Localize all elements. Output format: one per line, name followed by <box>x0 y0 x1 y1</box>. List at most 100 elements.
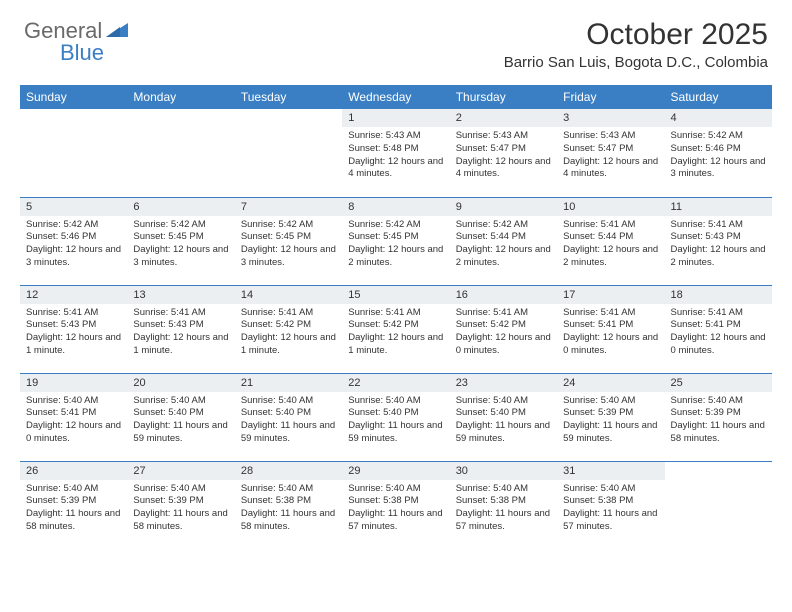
calendar-day-cell: 22Sunrise: 5:40 AMSunset: 5:40 PMDayligh… <box>342 373 449 461</box>
day-detail: Sunrise: 5:40 AMSunset: 5:40 PMDaylight:… <box>235 392 342 450</box>
day-number: 4 <box>665 109 772 127</box>
day-detail: Sunrise: 5:43 AMSunset: 5:48 PMDaylight:… <box>342 127 449 185</box>
calendar-day-cell: 20Sunrise: 5:40 AMSunset: 5:40 PMDayligh… <box>127 373 234 461</box>
weekday-header: Wednesday <box>342 85 449 109</box>
weekday-header: Tuesday <box>235 85 342 109</box>
calendar-day-cell: 6Sunrise: 5:42 AMSunset: 5:45 PMDaylight… <box>127 197 234 285</box>
day-number: 26 <box>20 462 127 480</box>
day-detail: Sunrise: 5:42 AMSunset: 5:46 PMDaylight:… <box>20 216 127 274</box>
calendar-day-cell: 15Sunrise: 5:41 AMSunset: 5:42 PMDayligh… <box>342 285 449 373</box>
weekday-header: Thursday <box>450 85 557 109</box>
calendar-day-cell: 23Sunrise: 5:40 AMSunset: 5:40 PMDayligh… <box>450 373 557 461</box>
day-detail: Sunrise: 5:42 AMSunset: 5:45 PMDaylight:… <box>127 216 234 274</box>
day-detail: Sunrise: 5:40 AMSunset: 5:38 PMDaylight:… <box>450 480 557 538</box>
day-number: 30 <box>450 462 557 480</box>
day-number: 1 <box>342 109 449 127</box>
day-number: 29 <box>342 462 449 480</box>
calendar-week-row: 5Sunrise: 5:42 AMSunset: 5:46 PMDaylight… <box>20 197 772 285</box>
day-number: 8 <box>342 198 449 216</box>
day-number: 23 <box>450 374 557 392</box>
day-detail: Sunrise: 5:41 AMSunset: 5:41 PMDaylight:… <box>665 304 772 362</box>
calendar-day-cell <box>20 109 127 197</box>
day-detail: Sunrise: 5:42 AMSunset: 5:44 PMDaylight:… <box>450 216 557 274</box>
weekday-header: Saturday <box>665 85 772 109</box>
title-block: October 2025 Barrio San Luis, Bogota D.C… <box>504 18 768 71</box>
calendar-day-cell: 19Sunrise: 5:40 AMSunset: 5:41 PMDayligh… <box>20 373 127 461</box>
calendar-day-cell: 9Sunrise: 5:42 AMSunset: 5:44 PMDaylight… <box>450 197 557 285</box>
day-detail: Sunrise: 5:42 AMSunset: 5:45 PMDaylight:… <box>342 216 449 274</box>
calendar-day-cell: 16Sunrise: 5:41 AMSunset: 5:42 PMDayligh… <box>450 285 557 373</box>
calendar-day-cell: 28Sunrise: 5:40 AMSunset: 5:38 PMDayligh… <box>235 461 342 549</box>
calendar-day-cell <box>127 109 234 197</box>
day-detail: Sunrise: 5:41 AMSunset: 5:41 PMDaylight:… <box>557 304 664 362</box>
calendar-day-cell <box>235 109 342 197</box>
day-number: 12 <box>20 286 127 304</box>
calendar-week-row: 26Sunrise: 5:40 AMSunset: 5:39 PMDayligh… <box>20 461 772 549</box>
day-detail: Sunrise: 5:40 AMSunset: 5:41 PMDaylight:… <box>20 392 127 450</box>
calendar-day-cell: 7Sunrise: 5:42 AMSunset: 5:45 PMDaylight… <box>235 197 342 285</box>
day-number: 27 <box>127 462 234 480</box>
day-number: 11 <box>665 198 772 216</box>
day-number: 17 <box>557 286 664 304</box>
calendar-day-cell: 29Sunrise: 5:40 AMSunset: 5:38 PMDayligh… <box>342 461 449 549</box>
day-detail: Sunrise: 5:40 AMSunset: 5:40 PMDaylight:… <box>127 392 234 450</box>
day-number: 10 <box>557 198 664 216</box>
weekday-header: Friday <box>557 85 664 109</box>
calendar-week-row: 12Sunrise: 5:41 AMSunset: 5:43 PMDayligh… <box>20 285 772 373</box>
weekday-header: Monday <box>127 85 234 109</box>
calendar-day-cell: 30Sunrise: 5:40 AMSunset: 5:38 PMDayligh… <box>450 461 557 549</box>
day-number: 5 <box>20 198 127 216</box>
day-number: 22 <box>342 374 449 392</box>
calendar-day-cell: 18Sunrise: 5:41 AMSunset: 5:41 PMDayligh… <box>665 285 772 373</box>
day-detail: Sunrise: 5:40 AMSunset: 5:38 PMDaylight:… <box>342 480 449 538</box>
day-number: 14 <box>235 286 342 304</box>
weekday-header: Sunday <box>20 85 127 109</box>
day-number: 13 <box>127 286 234 304</box>
day-number: 24 <box>557 374 664 392</box>
day-detail: Sunrise: 5:41 AMSunset: 5:43 PMDaylight:… <box>665 216 772 274</box>
calendar-day-cell: 5Sunrise: 5:42 AMSunset: 5:46 PMDaylight… <box>20 197 127 285</box>
day-number: 3 <box>557 109 664 127</box>
day-detail: Sunrise: 5:43 AMSunset: 5:47 PMDaylight:… <box>557 127 664 185</box>
location-text: Barrio San Luis, Bogota D.C., Colombia <box>504 54 768 71</box>
calendar-day-cell <box>665 461 772 549</box>
day-number: 2 <box>450 109 557 127</box>
calendar-day-cell: 2Sunrise: 5:43 AMSunset: 5:47 PMDaylight… <box>450 109 557 197</box>
calendar-day-cell: 10Sunrise: 5:41 AMSunset: 5:44 PMDayligh… <box>557 197 664 285</box>
day-detail: Sunrise: 5:41 AMSunset: 5:43 PMDaylight:… <box>20 304 127 362</box>
day-number: 15 <box>342 286 449 304</box>
logo: General Blue <box>24 18 130 44</box>
logo-text-blue: Blue <box>60 40 104 66</box>
day-detail: Sunrise: 5:40 AMSunset: 5:40 PMDaylight:… <box>450 392 557 450</box>
day-number: 28 <box>235 462 342 480</box>
day-detail: Sunrise: 5:40 AMSunset: 5:38 PMDaylight:… <box>557 480 664 538</box>
calendar-day-cell: 17Sunrise: 5:41 AMSunset: 5:41 PMDayligh… <box>557 285 664 373</box>
day-number: 16 <box>450 286 557 304</box>
day-detail: Sunrise: 5:40 AMSunset: 5:39 PMDaylight:… <box>20 480 127 538</box>
day-number: 6 <box>127 198 234 216</box>
day-detail: Sunrise: 5:40 AMSunset: 5:38 PMDaylight:… <box>235 480 342 538</box>
day-detail: Sunrise: 5:43 AMSunset: 5:47 PMDaylight:… <box>450 127 557 185</box>
calendar-day-cell: 27Sunrise: 5:40 AMSunset: 5:39 PMDayligh… <box>127 461 234 549</box>
calendar-day-cell: 1Sunrise: 5:43 AMSunset: 5:48 PMDaylight… <box>342 109 449 197</box>
day-number: 21 <box>235 374 342 392</box>
calendar-week-row: 19Sunrise: 5:40 AMSunset: 5:41 PMDayligh… <box>20 373 772 461</box>
calendar-week-row: 1Sunrise: 5:43 AMSunset: 5:48 PMDaylight… <box>20 109 772 197</box>
day-number: 25 <box>665 374 772 392</box>
day-number: 18 <box>665 286 772 304</box>
calendar-day-cell: 8Sunrise: 5:42 AMSunset: 5:45 PMDaylight… <box>342 197 449 285</box>
calendar-day-cell: 11Sunrise: 5:41 AMSunset: 5:43 PMDayligh… <box>665 197 772 285</box>
day-number: 9 <box>450 198 557 216</box>
day-detail: Sunrise: 5:40 AMSunset: 5:39 PMDaylight:… <box>665 392 772 450</box>
calendar-day-cell: 12Sunrise: 5:41 AMSunset: 5:43 PMDayligh… <box>20 285 127 373</box>
calendar-day-cell: 31Sunrise: 5:40 AMSunset: 5:38 PMDayligh… <box>557 461 664 549</box>
calendar-day-cell: 26Sunrise: 5:40 AMSunset: 5:39 PMDayligh… <box>20 461 127 549</box>
day-detail: Sunrise: 5:40 AMSunset: 5:39 PMDaylight:… <box>127 480 234 538</box>
day-detail: Sunrise: 5:41 AMSunset: 5:42 PMDaylight:… <box>342 304 449 362</box>
day-number: 7 <box>235 198 342 216</box>
calendar-day-cell: 13Sunrise: 5:41 AMSunset: 5:43 PMDayligh… <box>127 285 234 373</box>
day-detail: Sunrise: 5:41 AMSunset: 5:43 PMDaylight:… <box>127 304 234 362</box>
day-detail: Sunrise: 5:41 AMSunset: 5:42 PMDaylight:… <box>450 304 557 362</box>
day-number: 31 <box>557 462 664 480</box>
calendar-day-cell: 21Sunrise: 5:40 AMSunset: 5:40 PMDayligh… <box>235 373 342 461</box>
